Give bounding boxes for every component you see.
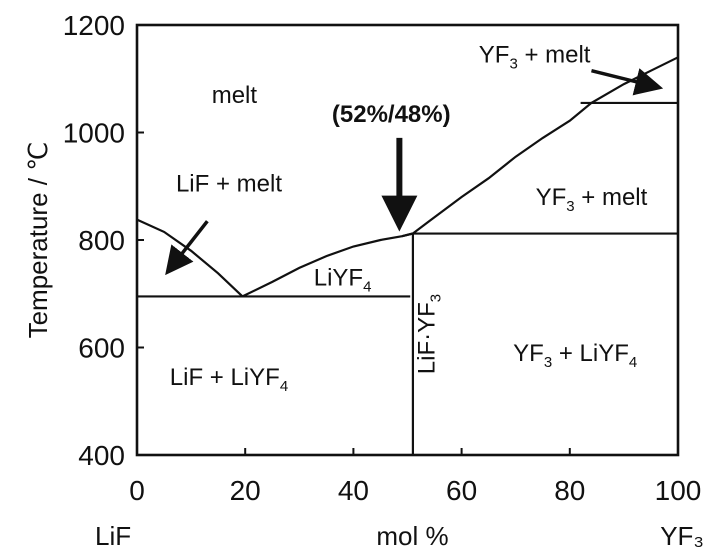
y-axis-label: Temperature / ℃ — [23, 142, 53, 339]
region-label: LiF + LiYF4 — [170, 364, 288, 395]
region-label: YF3 + melt — [479, 42, 591, 73]
y-tick-label: 1200 — [63, 10, 125, 41]
x-tick-label: 100 — [655, 475, 702, 506]
annotation-arrow — [591, 68, 664, 96]
annotation-arrow — [165, 220, 209, 276]
compound-label: LiF·YF3 — [414, 294, 445, 374]
liquidus-curve — [401, 56, 679, 238]
region-label: YF3 + melt — [536, 184, 648, 215]
compound-label-group: LiF·YF3 — [414, 294, 445, 374]
y-tick-label: 400 — [78, 440, 125, 471]
x-tick-label: 20 — [230, 475, 261, 506]
y-tick-label: 800 — [78, 225, 125, 256]
liquidus-curve — [136, 218, 244, 298]
axis-ticks: 0 20 40 60 80 100 400 600 800 1000 1200 — [63, 10, 702, 506]
region-label: LiF + melt — [176, 171, 282, 198]
y-tick-label: 600 — [78, 333, 125, 364]
chart-labels: melt LiF + melt LiYF4 YF3 + melt LiF + LiYF4… — [23, 42, 704, 551]
x-tick-label: 0 — [129, 475, 145, 506]
region-label: YF3 + LiYF4 — [513, 340, 637, 371]
x-left-component-label: LiF — [95, 521, 131, 551]
x-axis-label: mol % — [376, 521, 448, 551]
region-label: melt — [212, 82, 258, 109]
annotation-text: (52%/48%) — [332, 101, 451, 128]
x-right-component-label: YF₃ — [660, 521, 704, 551]
x-tick-label: 80 — [554, 475, 585, 506]
x-tick-label: 60 — [446, 475, 477, 506]
y-tick-label: 1000 — [63, 118, 125, 149]
x-tick-label: 40 — [338, 475, 369, 506]
region-label: LiYF4 — [314, 265, 372, 296]
liquidus-curve — [242, 232, 414, 298]
